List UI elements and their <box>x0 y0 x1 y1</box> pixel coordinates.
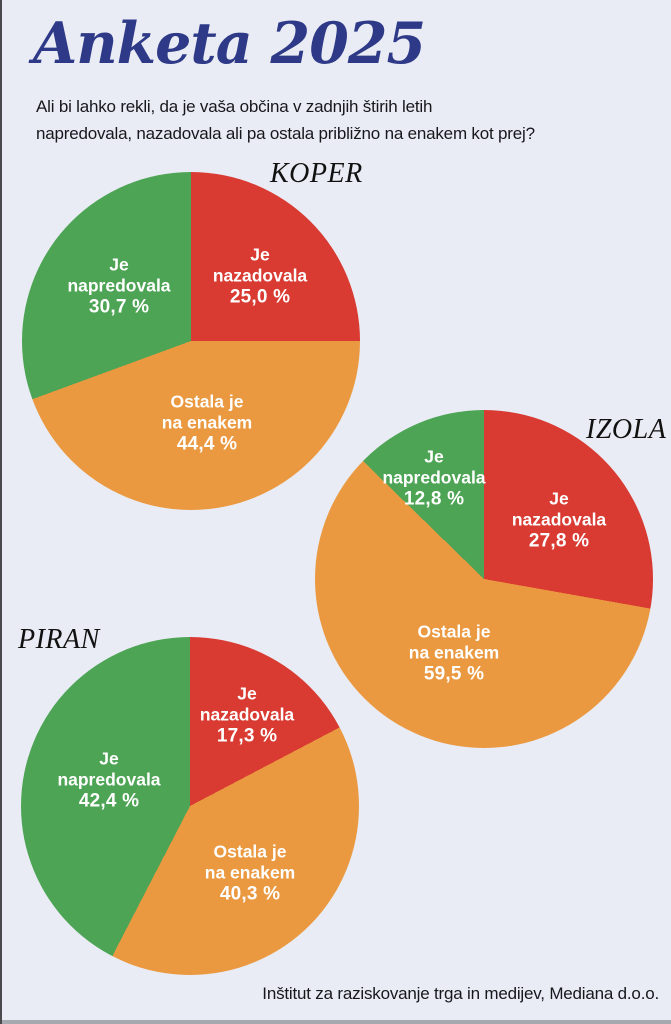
slice-value-koper-napredovala: 30,7 % <box>88 296 150 318</box>
chart-title-piran: PIRAN <box>18 624 100 655</box>
survey-question-line2: napredovala, nazadovala ali pa ostala pr… <box>36 124 535 143</box>
slice-label-koper-nazadovala: Je nazadovala 25,0 % <box>212 244 308 308</box>
chart-title-koper: KOPER <box>270 158 363 189</box>
survey-question: Ali bi lahko rekli, da je vaša občina v … <box>36 93 535 147</box>
slice-label-koper-enakem: Ostala je na enakem 44,4 % <box>161 391 253 455</box>
slice-value-piran-napredovala: 42,4 % <box>78 790 140 812</box>
slice-label-izola-nazadovala: Je nazadovala 27,8 % <box>511 488 607 552</box>
slice-label-piran-napredovala: Je napredovala 42,4 % <box>57 748 161 812</box>
slice-value-koper-enakem: 44,4 % <box>176 433 238 455</box>
pie-chart-izola: Je nazadovala 27,8 % Ostala je na enakem… <box>315 410 653 748</box>
slice-value-izola-napredovala: 12,8 % <box>403 488 465 510</box>
pie-chart-koper: Je nazadovala 25,0 % Ostala je na enakem… <box>22 172 360 510</box>
slice-label-piran-nazadovala: Je nazadovala 17,3 % <box>199 683 295 747</box>
slice-label-izola-enakem: Ostala je na enakem 59,5 % <box>408 621 500 685</box>
slice-value-koper-nazadovala: 25,0 % <box>229 286 291 308</box>
slice-label-izola-napredovala: Je napredovala 12,8 % <box>382 446 486 510</box>
source-credit: Inštitut za raziskovanje trga in medijev… <box>262 984 659 1003</box>
slice-value-izola-nazadovala: 27,8 % <box>528 530 590 552</box>
slice-value-izola-enakem: 59,5 % <box>423 663 485 685</box>
slice-label-koper-napredovala: Je napredovala 30,7 % <box>67 254 171 318</box>
page-title: Anketa 2025 <box>33 10 426 77</box>
survey-question-line1: Ali bi lahko rekli, da je vaša občina v … <box>36 97 433 116</box>
slice-value-piran-enakem: 40,3 % <box>219 883 281 905</box>
slice-value-piran-nazadovala: 17,3 % <box>216 725 278 747</box>
chart-title-izola: IZOLA <box>586 414 667 445</box>
pie-chart-piran: Je nazadovala 17,3 % Ostala je na enakem… <box>21 637 359 975</box>
bottom-divider <box>2 1020 671 1024</box>
slice-label-piran-enakem: Ostala je na enakem 40,3 % <box>204 841 296 905</box>
